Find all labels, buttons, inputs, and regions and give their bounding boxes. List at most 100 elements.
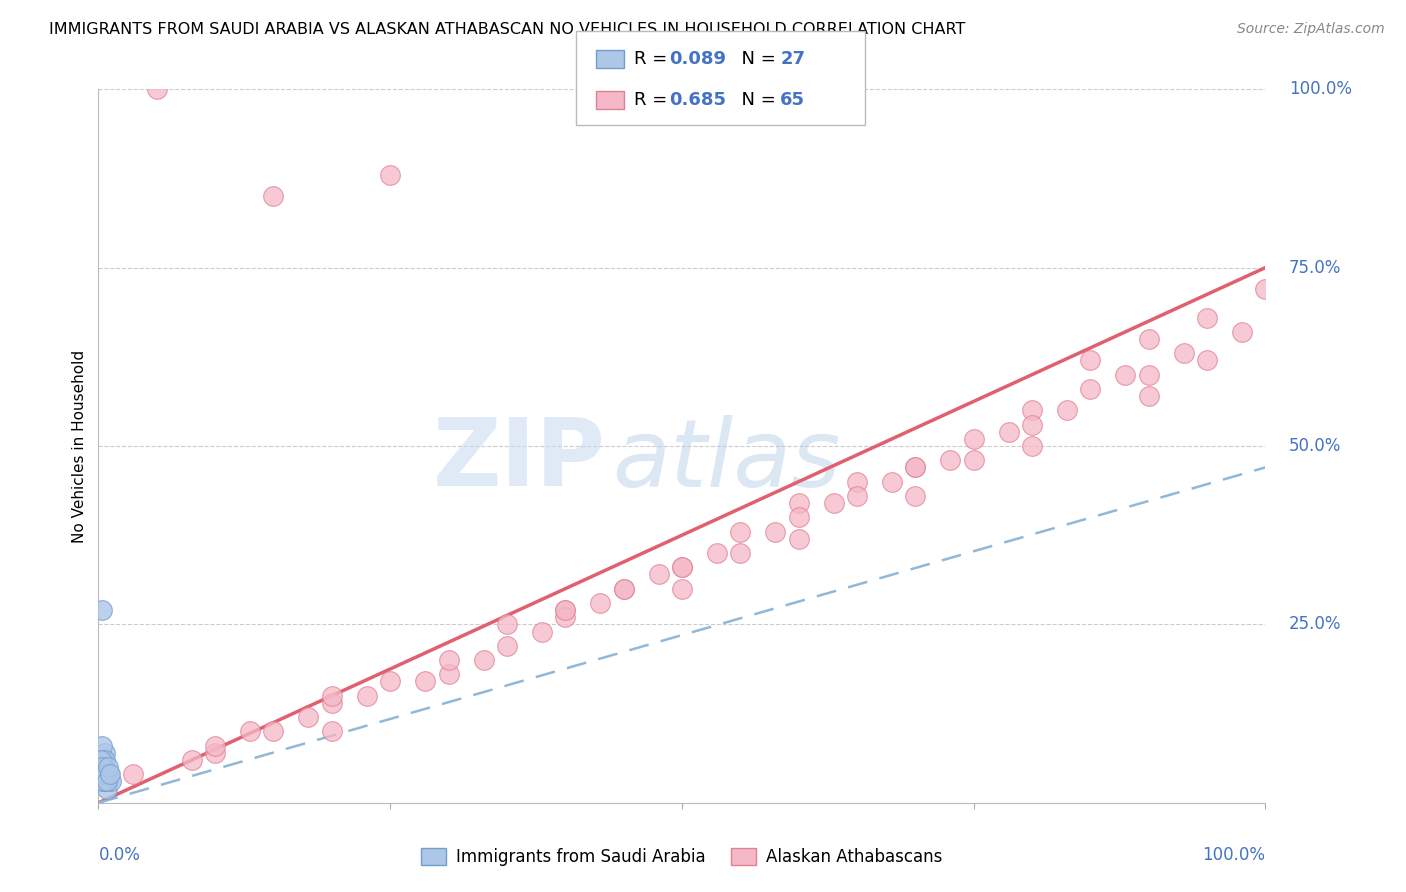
Point — [730, 524, 752, 539]
Point — [472, 653, 495, 667]
Text: ZIP: ZIP — [433, 414, 606, 507]
Text: 25.0%: 25.0% — [1289, 615, 1341, 633]
Point — [962, 432, 984, 446]
Point — [204, 739, 226, 753]
Point — [413, 674, 436, 689]
Point — [612, 582, 634, 596]
Point — [356, 689, 378, 703]
Point — [880, 475, 903, 489]
Point — [904, 460, 927, 475]
Text: IMMIGRANTS FROM SAUDI ARABIA VS ALASKAN ATHABASCAN NO VEHICLES IN HOUSEHOLD CORR: IMMIGRANTS FROM SAUDI ARABIA VS ALASKAN … — [49, 22, 966, 37]
Point — [706, 546, 728, 560]
Point — [554, 603, 576, 617]
Point — [90, 760, 112, 774]
Point — [94, 746, 117, 760]
Text: 27: 27 — [780, 50, 806, 68]
Point — [904, 489, 927, 503]
Point — [96, 781, 118, 796]
Point — [100, 774, 122, 789]
Point — [846, 475, 869, 489]
Point — [97, 760, 120, 774]
Point — [1137, 332, 1160, 346]
Point — [647, 567, 669, 582]
Point — [94, 774, 117, 789]
Point — [671, 560, 693, 574]
Point — [530, 624, 553, 639]
Text: 0.685: 0.685 — [669, 91, 727, 109]
Point — [380, 674, 402, 689]
Point — [91, 760, 114, 774]
Point — [997, 425, 1019, 439]
Point — [1137, 368, 1160, 382]
Point — [90, 753, 112, 767]
Point — [846, 489, 869, 503]
Point — [1114, 368, 1136, 382]
Point — [612, 582, 634, 596]
Point — [962, 453, 984, 467]
Point — [730, 546, 752, 560]
Point — [90, 753, 112, 767]
Point — [321, 696, 343, 710]
Point — [1137, 389, 1160, 403]
Point — [91, 774, 114, 789]
Point — [94, 753, 117, 767]
Point — [787, 510, 810, 524]
Point — [437, 667, 460, 681]
Point — [1230, 325, 1253, 339]
Point — [262, 189, 284, 203]
Point — [90, 774, 112, 789]
Point — [321, 724, 343, 739]
Point — [97, 767, 120, 781]
Point — [93, 767, 115, 781]
Point — [146, 82, 169, 96]
Point — [1080, 382, 1102, 396]
Point — [91, 760, 114, 774]
Legend: Immigrants from Saudi Arabia, Alaskan Athabascans: Immigrants from Saudi Arabia, Alaskan At… — [415, 841, 949, 873]
Text: 0.089: 0.089 — [669, 50, 727, 68]
Point — [823, 496, 845, 510]
Text: 50.0%: 50.0% — [1289, 437, 1341, 455]
Point — [98, 767, 121, 781]
Point — [90, 739, 112, 753]
Point — [496, 617, 519, 632]
Text: Source: ZipAtlas.com: Source: ZipAtlas.com — [1237, 22, 1385, 37]
Point — [262, 724, 284, 739]
Text: R =: R = — [634, 50, 673, 68]
Point — [204, 746, 226, 760]
Point — [763, 524, 786, 539]
Point — [787, 532, 810, 546]
Point — [671, 560, 693, 574]
Point — [496, 639, 519, 653]
Point — [97, 774, 120, 789]
Point — [122, 767, 145, 781]
Point — [1056, 403, 1078, 417]
Point — [1197, 310, 1219, 325]
Point — [380, 168, 402, 182]
Point — [671, 582, 693, 596]
Point — [90, 603, 112, 617]
Point — [1021, 439, 1043, 453]
Point — [554, 603, 576, 617]
Point — [589, 596, 612, 610]
Point — [939, 453, 962, 467]
Point — [1021, 417, 1043, 432]
Point — [1021, 403, 1043, 417]
Text: 0.0%: 0.0% — [98, 846, 141, 863]
Point — [90, 767, 112, 781]
Point — [239, 724, 262, 739]
Point — [554, 610, 576, 624]
Point — [93, 767, 115, 781]
Point — [437, 653, 460, 667]
Point — [1197, 353, 1219, 368]
Point — [297, 710, 319, 724]
Point — [1173, 346, 1195, 360]
Point — [91, 753, 114, 767]
Point — [904, 460, 927, 475]
Point — [1080, 353, 1102, 368]
Y-axis label: No Vehicles in Household: No Vehicles in Household — [72, 350, 87, 542]
Point — [321, 689, 343, 703]
Point — [96, 774, 118, 789]
Text: R =: R = — [634, 91, 673, 109]
Point — [93, 760, 115, 774]
Point — [180, 753, 202, 767]
